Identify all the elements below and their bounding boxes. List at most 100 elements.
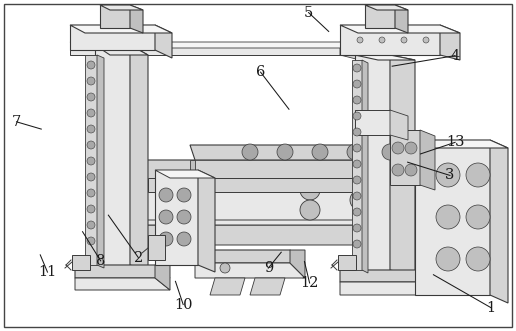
- Circle shape: [353, 160, 361, 168]
- Polygon shape: [70, 25, 172, 33]
- Polygon shape: [155, 170, 215, 178]
- Circle shape: [87, 205, 95, 213]
- Circle shape: [357, 37, 363, 43]
- Polygon shape: [72, 255, 90, 270]
- Polygon shape: [190, 160, 195, 175]
- Circle shape: [87, 61, 95, 69]
- Circle shape: [177, 232, 191, 246]
- Circle shape: [353, 240, 361, 248]
- Polygon shape: [100, 5, 143, 10]
- Polygon shape: [250, 278, 285, 295]
- Circle shape: [353, 192, 361, 200]
- Polygon shape: [148, 235, 165, 260]
- Polygon shape: [415, 140, 490, 295]
- Circle shape: [220, 263, 230, 273]
- Circle shape: [353, 176, 361, 184]
- Polygon shape: [490, 140, 508, 303]
- Polygon shape: [415, 140, 508, 148]
- Text: 7: 7: [12, 115, 21, 129]
- Circle shape: [423, 37, 429, 43]
- Polygon shape: [340, 25, 460, 33]
- Polygon shape: [195, 250, 305, 263]
- Text: 10: 10: [174, 298, 192, 311]
- Polygon shape: [420, 130, 435, 190]
- Polygon shape: [120, 225, 430, 245]
- Circle shape: [436, 247, 460, 271]
- Circle shape: [392, 164, 404, 176]
- Circle shape: [405, 142, 417, 154]
- Polygon shape: [195, 263, 305, 278]
- Polygon shape: [340, 270, 450, 282]
- Polygon shape: [70, 42, 340, 55]
- Polygon shape: [155, 170, 198, 265]
- Circle shape: [277, 144, 293, 160]
- Circle shape: [300, 180, 320, 200]
- Text: 2: 2: [134, 251, 143, 264]
- Polygon shape: [355, 110, 390, 135]
- Circle shape: [353, 112, 361, 120]
- Polygon shape: [95, 45, 130, 265]
- Polygon shape: [130, 45, 148, 270]
- Polygon shape: [340, 25, 440, 55]
- Circle shape: [87, 93, 95, 101]
- Circle shape: [379, 37, 385, 43]
- Polygon shape: [365, 5, 408, 10]
- Circle shape: [87, 125, 95, 133]
- Polygon shape: [338, 255, 356, 270]
- Circle shape: [159, 232, 173, 246]
- Text: 8: 8: [96, 254, 105, 268]
- Polygon shape: [210, 278, 245, 295]
- Circle shape: [353, 128, 361, 136]
- Text: 12: 12: [300, 276, 319, 290]
- Polygon shape: [390, 130, 420, 185]
- Polygon shape: [365, 5, 395, 28]
- Polygon shape: [155, 265, 170, 290]
- Circle shape: [300, 200, 320, 220]
- Polygon shape: [100, 5, 130, 28]
- Polygon shape: [390, 55, 415, 275]
- Polygon shape: [97, 55, 104, 268]
- Circle shape: [353, 208, 361, 216]
- Circle shape: [177, 188, 191, 202]
- Circle shape: [466, 163, 490, 187]
- Circle shape: [347, 144, 363, 160]
- Text: 3: 3: [445, 168, 455, 182]
- Polygon shape: [430, 270, 450, 295]
- Text: 11: 11: [38, 265, 57, 279]
- Polygon shape: [155, 25, 172, 58]
- Text: 6: 6: [256, 65, 265, 79]
- Polygon shape: [352, 60, 362, 270]
- Text: 5: 5: [304, 6, 313, 20]
- Polygon shape: [148, 178, 360, 192]
- Circle shape: [392, 142, 404, 154]
- Polygon shape: [75, 278, 170, 290]
- Polygon shape: [355, 55, 415, 60]
- Text: 4: 4: [450, 49, 460, 63]
- Polygon shape: [390, 110, 408, 140]
- Circle shape: [87, 109, 95, 117]
- Polygon shape: [395, 5, 408, 33]
- Polygon shape: [390, 185, 420, 225]
- Text: 9: 9: [264, 261, 273, 275]
- Circle shape: [87, 157, 95, 165]
- Circle shape: [242, 144, 258, 160]
- Circle shape: [353, 64, 361, 72]
- Circle shape: [87, 173, 95, 181]
- Circle shape: [466, 247, 490, 271]
- Circle shape: [405, 164, 417, 176]
- Polygon shape: [120, 220, 430, 225]
- Circle shape: [382, 144, 398, 160]
- Circle shape: [159, 210, 173, 224]
- Circle shape: [353, 144, 361, 152]
- Circle shape: [87, 189, 95, 197]
- Polygon shape: [290, 250, 305, 278]
- Text: 13: 13: [446, 135, 464, 149]
- Circle shape: [350, 190, 370, 210]
- Polygon shape: [85, 55, 97, 265]
- Polygon shape: [340, 282, 450, 295]
- Circle shape: [401, 37, 407, 43]
- Polygon shape: [70, 25, 155, 50]
- Text: 1: 1: [487, 301, 496, 315]
- Circle shape: [466, 205, 490, 229]
- Polygon shape: [130, 185, 420, 225]
